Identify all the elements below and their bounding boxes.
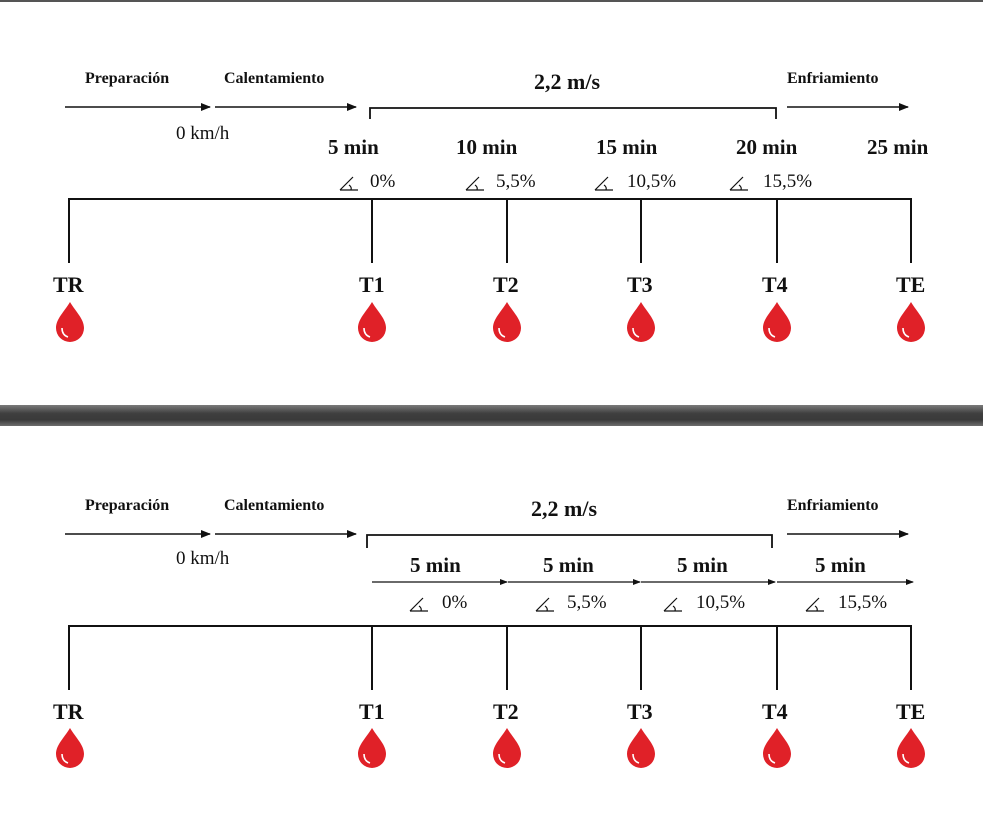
speed-label: 2,2 m/s bbox=[531, 496, 597, 521]
slope-angle-icon bbox=[594, 176, 613, 191]
stage-duration-label: 5 min bbox=[543, 553, 594, 577]
preparation-label: Preparación bbox=[85, 497, 170, 514]
speed-bracket bbox=[366, 534, 773, 548]
blood-drop-icon bbox=[763, 728, 791, 768]
slope-angle-icon bbox=[535, 597, 554, 612]
preparation-label: Preparación bbox=[85, 70, 170, 87]
point-label-tr: TR bbox=[53, 699, 84, 724]
panel-divider bbox=[0, 405, 983, 426]
protocol-diagram-bottom: Preparación Calentamiento 2,2 m/s Enfria… bbox=[0, 426, 983, 832]
time-label: 15 min bbox=[596, 135, 658, 159]
warmup-label: Calentamiento bbox=[224, 70, 325, 87]
time-label: 5 min bbox=[328, 135, 379, 159]
slope-label: 0% bbox=[370, 171, 396, 192]
blood-drop-icon bbox=[627, 728, 655, 768]
blood-drop-icon bbox=[358, 728, 386, 768]
cooldown-label: Enfriamiento bbox=[787, 497, 879, 514]
blood-drop-icon bbox=[897, 302, 925, 342]
slope-label: 0% bbox=[442, 592, 468, 613]
slope-label: 10,5% bbox=[627, 171, 677, 192]
blood-drop-icon bbox=[627, 302, 655, 342]
bottom-lines bbox=[56, 530, 925, 768]
warmup-label: Calentamiento bbox=[224, 497, 325, 514]
slope-angle-icon bbox=[339, 176, 358, 191]
slope-label: 10,5% bbox=[696, 592, 746, 613]
point-label-t1: T1 bbox=[359, 699, 385, 724]
point-label-t4: T4 bbox=[762, 699, 788, 724]
slope-angle-icon bbox=[805, 597, 824, 612]
speed-label: 2,2 m/s bbox=[534, 69, 600, 94]
point-label-t3: T3 bbox=[627, 699, 653, 724]
point-label-t1: T1 bbox=[359, 272, 385, 297]
top-lines bbox=[56, 103, 925, 342]
rest-speed-label: 0 km/h bbox=[176, 548, 230, 569]
point-label-te: TE bbox=[896, 272, 926, 297]
slope-angle-icon bbox=[663, 597, 682, 612]
blood-drop-icon bbox=[56, 302, 84, 342]
slope-label: 5,5% bbox=[567, 592, 607, 613]
slope-angle-icon bbox=[409, 597, 428, 612]
top-border bbox=[0, 0, 983, 2]
stage-duration-label: 5 min bbox=[410, 553, 461, 577]
slope-angle-icon bbox=[465, 176, 484, 191]
slope-label: 5,5% bbox=[496, 171, 536, 192]
time-label: 20 min bbox=[736, 135, 798, 159]
blood-drop-icon bbox=[493, 728, 521, 768]
slope-label: 15,5% bbox=[838, 592, 888, 613]
rest-speed-label: 0 km/h bbox=[176, 123, 230, 144]
slope-label: 15,5% bbox=[763, 171, 813, 192]
point-label-tr: TR bbox=[53, 272, 84, 297]
time-label: 10 min bbox=[456, 135, 518, 159]
speed-bracket bbox=[369, 107, 777, 119]
blood-drop-icon bbox=[56, 728, 84, 768]
point-label-t4: T4 bbox=[762, 272, 788, 297]
protocol-diagram-top: Preparación Calentamiento 2,2 m/s Enfria… bbox=[0, 0, 983, 405]
blood-drop-icon bbox=[493, 302, 521, 342]
point-label-te: TE bbox=[896, 699, 926, 724]
stage-duration-label: 5 min bbox=[815, 553, 866, 577]
time-label: 25 min bbox=[867, 135, 929, 159]
point-label-t3: T3 bbox=[627, 272, 653, 297]
point-label-t2: T2 bbox=[493, 699, 519, 724]
blood-drop-icon bbox=[763, 302, 791, 342]
blood-drop-icon bbox=[358, 302, 386, 342]
stage-duration-label: 5 min bbox=[677, 553, 728, 577]
point-label-t2: T2 bbox=[493, 272, 519, 297]
blood-drop-icon bbox=[897, 728, 925, 768]
cooldown-label: Enfriamiento bbox=[787, 70, 879, 87]
slope-angle-icon bbox=[729, 176, 748, 191]
